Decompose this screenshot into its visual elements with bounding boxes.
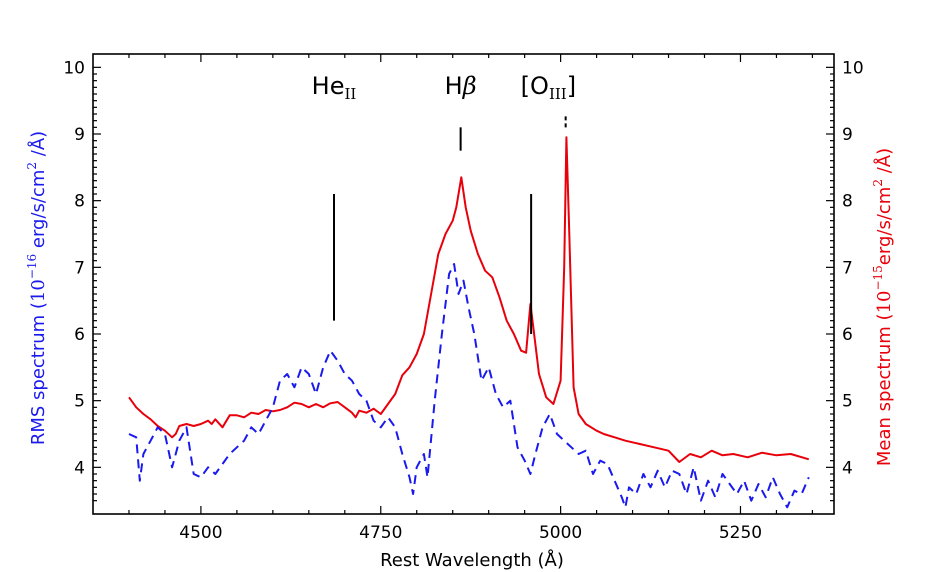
plot-frame <box>92 53 835 515</box>
y-left-tick-label: 5 <box>74 392 85 412</box>
y-left-tick-label: 6 <box>74 325 85 345</box>
x-axis-title: Rest Wavelength (Å) <box>380 549 564 571</box>
y-right-tick-label: 8 <box>842 192 853 212</box>
series-line-rms <box>128 263 810 509</box>
y-right-tick-label: 7 <box>842 258 853 278</box>
x-tick-label: 4500 <box>179 523 222 543</box>
emission-line-label: HeII <box>312 72 357 103</box>
y-right-tick-label: 4 <box>842 458 853 478</box>
y-right-tick-label: 10 <box>842 58 864 78</box>
y-axis-right-title: Mean spectrum (10−15erg/s/cm2 /Å) <box>871 148 895 466</box>
y-right-tick-label: 6 <box>842 325 853 345</box>
y-right-tick-label: 5 <box>842 392 853 412</box>
y-right-tick-label: 9 <box>842 125 853 145</box>
y-left-tick-label: 9 <box>74 125 85 145</box>
y-axis-left-title: RMS spectrum (10−16 erg/s/cm2 /Å) <box>25 131 49 445</box>
emission-line-label: Hβ <box>445 72 477 100</box>
x-tick-label: 5250 <box>719 523 762 543</box>
y-left-tick-label: 10 <box>63 58 85 78</box>
x-tick-label: 5000 <box>539 523 582 543</box>
y-left-tick-label: 7 <box>74 258 85 278</box>
y-left-tick-label: 8 <box>74 192 85 212</box>
emission-line-label: [OIII] <box>521 72 576 103</box>
x-tick-label: 4750 <box>359 523 402 543</box>
series-line-mean <box>128 136 810 463</box>
y-left-tick-label: 4 <box>74 458 85 478</box>
